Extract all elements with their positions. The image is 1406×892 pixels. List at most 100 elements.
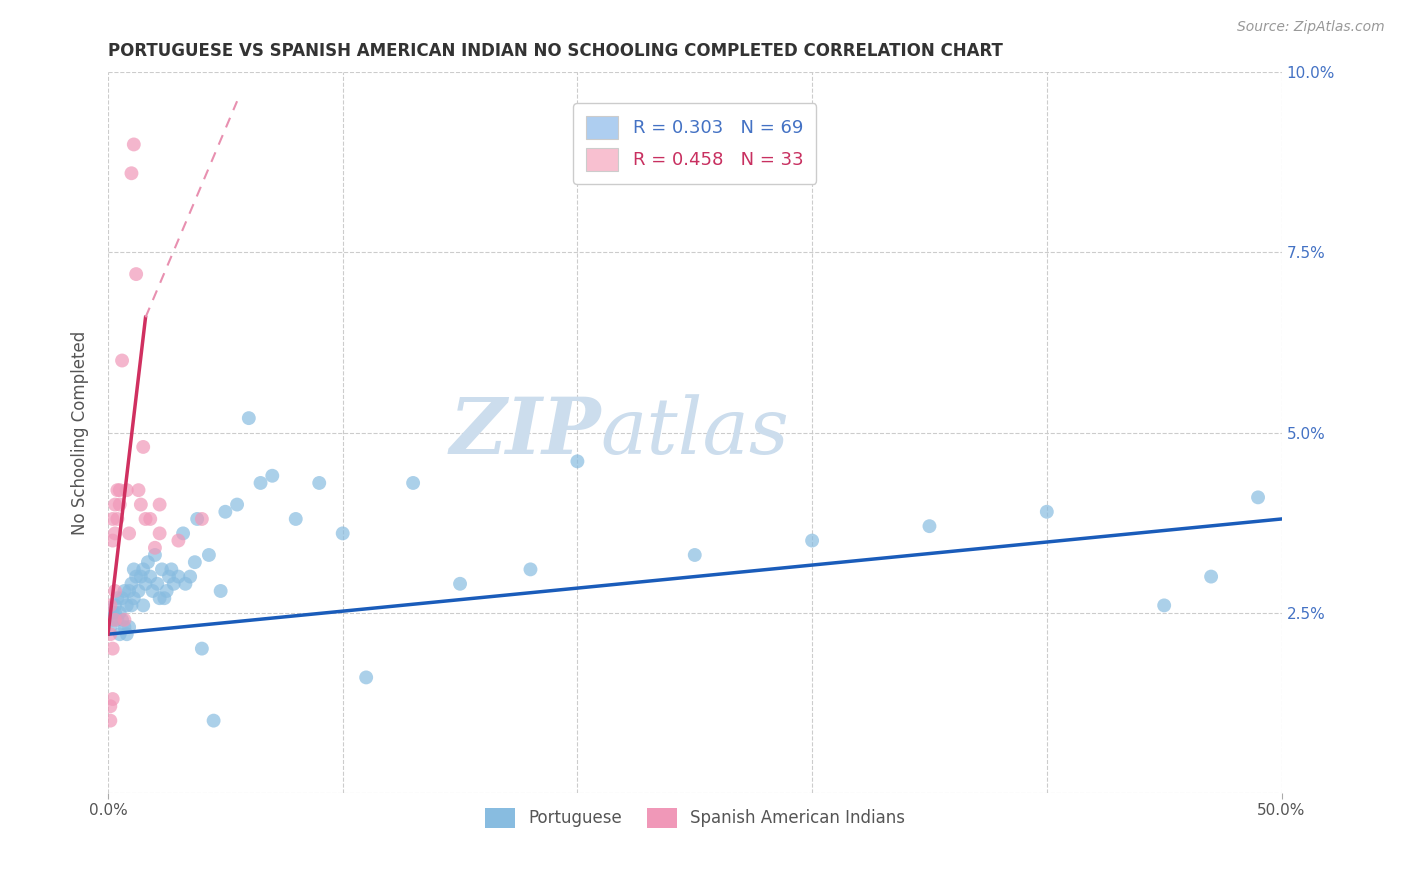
Point <box>209 584 232 599</box>
Point <box>112 613 135 627</box>
Text: atlas: atlas <box>600 394 790 471</box>
Y-axis label: No Schooling Completed: No Schooling Completed <box>72 330 89 534</box>
Point <box>519 562 541 576</box>
Point <box>179 569 201 583</box>
Point <box>132 440 155 454</box>
Point <box>149 526 172 541</box>
Point <box>143 548 166 562</box>
Point <box>156 584 179 599</box>
Point <box>918 519 941 533</box>
Point <box>132 562 155 576</box>
Point <box>101 613 124 627</box>
Text: ZIP: ZIP <box>450 394 600 471</box>
Point <box>112 620 135 634</box>
Point <box>128 584 150 599</box>
Point <box>104 584 127 599</box>
Point <box>143 541 166 555</box>
Point <box>115 599 138 613</box>
Point <box>120 166 142 180</box>
Point <box>135 512 157 526</box>
Point <box>308 475 330 490</box>
Point <box>801 533 824 548</box>
Point <box>174 576 197 591</box>
Point <box>111 613 134 627</box>
Point <box>104 498 127 512</box>
Point <box>129 569 152 583</box>
Point <box>132 599 155 613</box>
Point <box>238 411 260 425</box>
Point <box>101 533 124 548</box>
Point <box>449 576 471 591</box>
Point <box>160 562 183 576</box>
Point <box>125 267 148 281</box>
Point <box>198 548 221 562</box>
Legend: Portuguese, Spanish American Indians: Portuguese, Spanish American Indians <box>478 801 911 835</box>
Point <box>101 512 124 526</box>
Point <box>108 483 131 498</box>
Point <box>142 584 165 599</box>
Point <box>284 512 307 526</box>
Point <box>172 526 194 541</box>
Point <box>118 620 141 634</box>
Point <box>191 512 214 526</box>
Point <box>149 591 172 606</box>
Point <box>118 526 141 541</box>
Point <box>108 606 131 620</box>
Point <box>683 548 706 562</box>
Point <box>120 599 142 613</box>
Point <box>136 555 159 569</box>
Point <box>262 468 284 483</box>
Point <box>129 498 152 512</box>
Point <box>1153 599 1175 613</box>
Point <box>149 498 172 512</box>
Point <box>125 569 148 583</box>
Point <box>115 627 138 641</box>
Point <box>104 599 127 613</box>
Point <box>105 613 128 627</box>
Text: PORTUGUESE VS SPANISH AMERICAN INDIAN NO SCHOOLING COMPLETED CORRELATION CHART: PORTUGUESE VS SPANISH AMERICAN INDIAN NO… <box>108 42 1002 60</box>
Point <box>153 591 176 606</box>
Point <box>101 606 124 620</box>
Point <box>128 483 150 498</box>
Point <box>101 641 124 656</box>
Point <box>98 620 121 634</box>
Point <box>139 569 162 583</box>
Point <box>122 137 145 152</box>
Point <box>105 591 128 606</box>
Point <box>1036 505 1059 519</box>
Point <box>108 498 131 512</box>
Point <box>122 562 145 576</box>
Text: Source: ZipAtlas.com: Source: ZipAtlas.com <box>1237 20 1385 34</box>
Point <box>146 576 169 591</box>
Point <box>167 569 190 583</box>
Point <box>1247 491 1270 505</box>
Point <box>167 533 190 548</box>
Point <box>191 641 214 656</box>
Point <box>118 584 141 599</box>
Point <box>104 526 127 541</box>
Point <box>104 606 127 620</box>
Point <box>139 512 162 526</box>
Point <box>111 353 134 368</box>
Point <box>122 591 145 606</box>
Point <box>354 670 377 684</box>
Point <box>108 627 131 641</box>
Point <box>332 526 354 541</box>
Point <box>184 555 207 569</box>
Point <box>1199 569 1222 583</box>
Point <box>567 454 589 468</box>
Point <box>402 475 425 490</box>
Point <box>98 599 121 613</box>
Point <box>105 512 128 526</box>
Point <box>202 714 225 728</box>
Point <box>186 512 208 526</box>
Point <box>120 576 142 591</box>
Point <box>111 591 134 606</box>
Point <box>112 584 135 599</box>
Point <box>226 498 249 512</box>
Point <box>115 483 138 498</box>
Point <box>249 475 271 490</box>
Point <box>98 627 121 641</box>
Point <box>98 714 121 728</box>
Point <box>104 613 127 627</box>
